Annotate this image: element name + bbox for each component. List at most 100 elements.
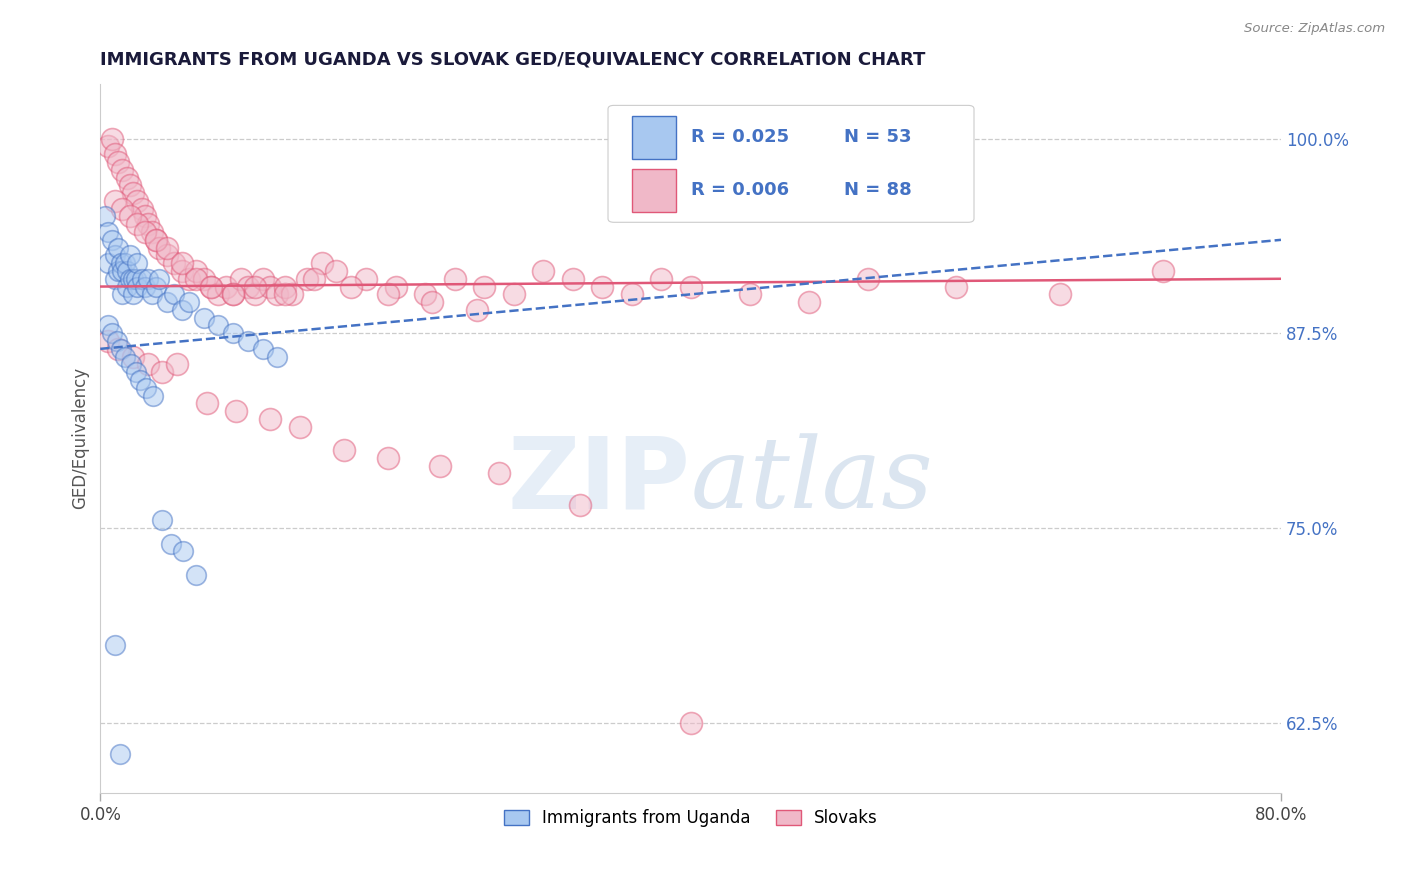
Point — [108, 747, 131, 761]
Point — [354, 272, 377, 286]
Point — [422, 295, 444, 310]
Point — [200, 279, 222, 293]
Point — [177, 295, 200, 310]
Point — [274, 279, 297, 293]
Point — [129, 373, 152, 387]
Point — [325, 264, 347, 278]
Point — [135, 381, 157, 395]
Point — [160, 536, 183, 550]
Point — [377, 450, 399, 465]
Point — [281, 287, 304, 301]
Point — [1152, 264, 1174, 278]
Point — [104, 272, 127, 286]
Point — [131, 272, 153, 286]
Point — [104, 248, 127, 262]
Point — [104, 194, 127, 208]
Point — [177, 272, 200, 286]
Point — [488, 467, 510, 481]
Point — [172, 544, 194, 558]
Point — [148, 241, 170, 255]
Point — [163, 287, 186, 301]
Point — [101, 326, 124, 341]
Point — [97, 225, 120, 239]
Point — [105, 334, 128, 348]
Point — [377, 287, 399, 301]
Point — [94, 210, 117, 224]
Point — [413, 287, 436, 301]
Point — [107, 342, 129, 356]
Point — [142, 388, 165, 402]
Point — [650, 272, 672, 286]
Point — [97, 318, 120, 333]
Point — [561, 272, 583, 286]
Point — [222, 287, 245, 301]
Point — [136, 217, 159, 231]
Point — [222, 287, 245, 301]
Point — [115, 170, 138, 185]
Point — [620, 287, 643, 301]
Point — [472, 279, 495, 293]
Point — [166, 358, 188, 372]
Text: R = 0.025: R = 0.025 — [690, 128, 789, 146]
Point — [121, 186, 143, 201]
Point — [111, 287, 134, 301]
Point — [111, 202, 134, 216]
Point — [200, 279, 222, 293]
Point — [156, 295, 179, 310]
Point — [121, 350, 143, 364]
Point — [127, 256, 149, 270]
Point — [127, 194, 149, 208]
Point — [207, 287, 229, 301]
Point — [111, 162, 134, 177]
Point — [121, 287, 143, 301]
Point — [121, 272, 143, 286]
Text: N = 88: N = 88 — [844, 181, 912, 200]
Point — [193, 272, 215, 286]
Point — [141, 225, 163, 239]
Point — [104, 147, 127, 161]
Point — [1049, 287, 1071, 301]
Point — [127, 217, 149, 231]
Point — [266, 350, 288, 364]
Point — [274, 287, 297, 301]
Point — [193, 310, 215, 325]
Point — [118, 248, 141, 262]
Point — [136, 272, 159, 286]
Point — [120, 358, 142, 372]
FancyBboxPatch shape — [607, 105, 974, 222]
Point — [207, 318, 229, 333]
Text: ZIP: ZIP — [508, 433, 690, 529]
Point — [252, 272, 274, 286]
Point — [186, 272, 208, 286]
Point — [340, 279, 363, 293]
Point — [141, 287, 163, 301]
Point — [679, 715, 702, 730]
Legend: Immigrants from Uganda, Slovaks: Immigrants from Uganda, Slovaks — [498, 803, 884, 834]
Point — [127, 279, 149, 293]
Point — [170, 256, 193, 270]
Point — [115, 279, 138, 293]
Point — [195, 396, 218, 410]
Point — [145, 279, 167, 293]
Point — [170, 302, 193, 317]
Point — [163, 256, 186, 270]
Point — [101, 131, 124, 145]
Point — [443, 272, 465, 286]
Point — [97, 334, 120, 348]
Point — [107, 241, 129, 255]
Point — [384, 279, 406, 293]
Point — [259, 279, 281, 293]
Point — [429, 458, 451, 473]
Text: IMMIGRANTS FROM UGANDA VS SLOVAK GED/EQUIVALENCY CORRELATION CHART: IMMIGRANTS FROM UGANDA VS SLOVAK GED/EQU… — [100, 51, 925, 69]
Point — [118, 272, 141, 286]
Point — [856, 272, 879, 286]
Point — [97, 139, 120, 153]
Point — [134, 225, 156, 239]
Text: N = 53: N = 53 — [844, 128, 911, 146]
Point — [156, 241, 179, 255]
Point — [245, 287, 267, 301]
Point — [252, 342, 274, 356]
Point — [150, 513, 173, 527]
Point — [115, 264, 138, 278]
Point — [136, 358, 159, 372]
